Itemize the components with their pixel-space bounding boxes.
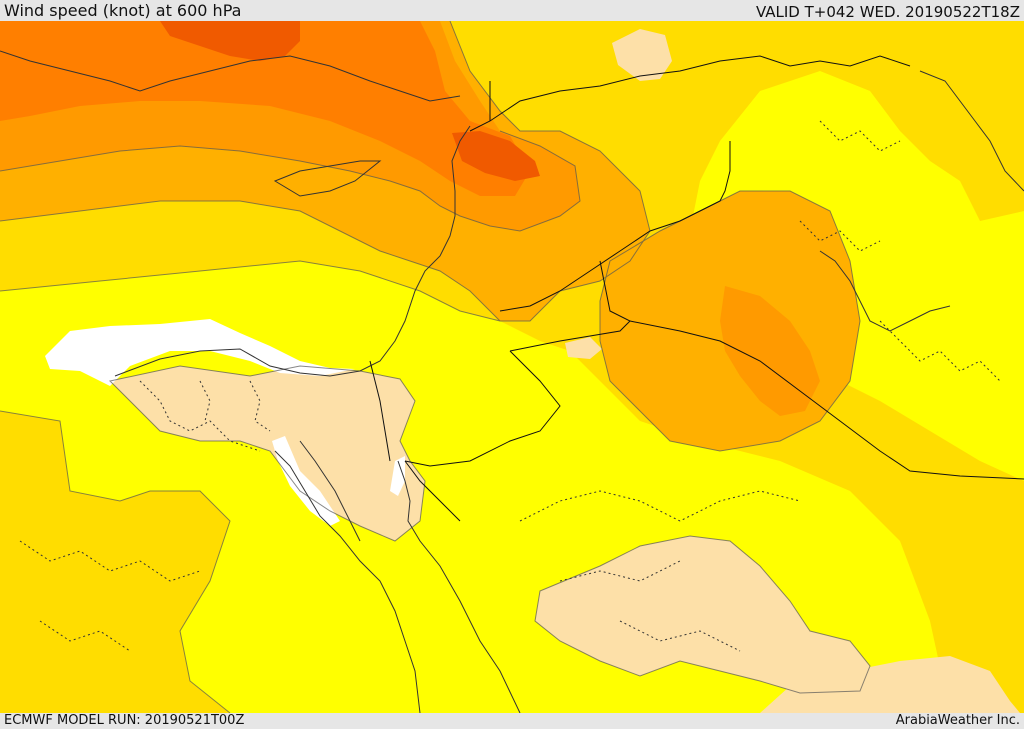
field-very-low-mediterranean [45, 319, 355, 386]
valid-time: VALID T+042 WED. 20190522T18Z [755, 3, 1020, 21]
field-higher-iraq [720, 286, 820, 416]
field-very-low-aqaba [390, 456, 405, 496]
national-borders [369, 55, 1024, 522]
field-strong-north [0, 21, 530, 196]
field-very-strong-core-1 [160, 21, 300, 61]
field-low-north-spot [612, 29, 672, 81]
field-very-strong-core-2 [452, 131, 540, 181]
weather-map [0, 21, 1024, 713]
sub-national-boundaries [19, 120, 1001, 652]
coastlines [0, 50, 1024, 713]
field-very-low-gulf-of-suez [272, 436, 340, 526]
credit-label: ArabiaWeather Inc. [895, 713, 1020, 728]
model-run-label: ECMWF MODEL RUN: 20190521T00Z [4, 713, 245, 728]
field-low-egypt [110, 366, 425, 541]
field-elevated-southwest [0, 411, 230, 713]
footer-bar: ECMWF MODEL RUN: 20190521T00Z ArabiaWeat… [0, 713, 1024, 729]
header-bar: Wind speed (knot) at 600 hPa VALID T+042… [0, 0, 1024, 21]
map-title: Wind speed (knot) at 600 hPa [4, 1, 242, 20]
field-low-southeast [760, 656, 1020, 713]
wind-speed-map-svg [0, 21, 1024, 713]
field-low-jordan-spot [565, 337, 602, 359]
isotach-contours [0, 21, 871, 713]
